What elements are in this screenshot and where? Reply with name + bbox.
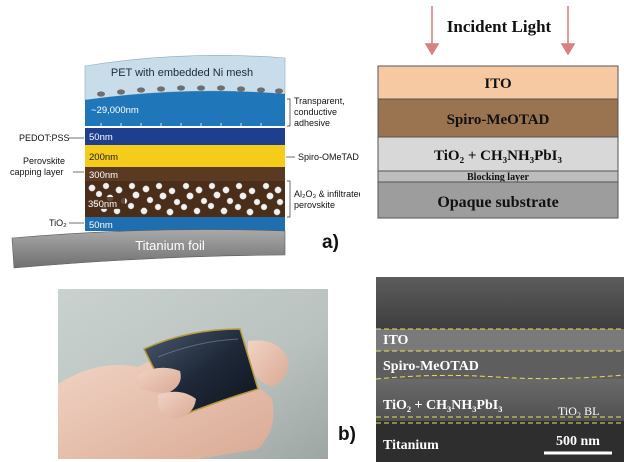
label-tio2: TiO₂	[49, 218, 67, 228]
stack-blocking-label: Blocking layer	[467, 172, 530, 183]
sem-cross-section: ITO Spiro-MeOTAD TiO₂ + CH₃NH₃PbI₃ TiO₂ …	[376, 277, 624, 462]
pet-label: PET with embedded Ni mesh	[111, 67, 253, 79]
stack-ito	[377, 65, 619, 100]
sem-perovskite-region	[376, 379, 624, 421]
sem-titanium-label: Titanium	[383, 438, 439, 453]
sem-perovskite-label: TiO₂ + CH₃NH₃PbI₃	[383, 398, 502, 413]
panel-a-label: a)	[322, 232, 339, 253]
stack-perovskite	[377, 136, 619, 172]
stack-ito-label: ITO	[484, 76, 511, 92]
stack-substrate-label: Opaque substrate	[437, 194, 558, 211]
al2o3-thickness: 350nm	[88, 199, 117, 210]
label-adhesive-3: adhesive	[294, 118, 330, 128]
sem-top-region	[376, 277, 624, 329]
pedot-thickness: 50nm	[89, 132, 113, 143]
ni-mesh-beads	[97, 85, 283, 97]
capping-layer	[85, 167, 285, 181]
sem-boundary-lines	[376, 328, 624, 424]
device-stack-diagram: Incident Light ITO Spiro-MeOTAD TiO₂ + C…	[377, 6, 619, 219]
adhesive-thickness: ~29,000nm	[91, 105, 139, 116]
thumb	[248, 340, 289, 387]
flexible-cell-photo	[58, 289, 328, 459]
label-capping-1: Perovskite	[23, 156, 65, 166]
stack-substrate	[377, 181, 619, 219]
adhesive-layer	[85, 91, 285, 126]
sem-tio2-bl-label: TiO₂ BL	[558, 404, 599, 418]
label-adhesive-2: conductive	[294, 107, 337, 117]
label-adhesive-1: Transparent,	[294, 96, 345, 106]
tio2-layer	[85, 217, 285, 231]
titanium-foil	[11, 229, 286, 269]
stack-perovskite-label: TiO₂ + CH₃NH₃PbI₃	[434, 148, 562, 164]
spiro-thickness: 200nm	[89, 152, 118, 163]
label-al2o3-2: perovskite	[294, 200, 335, 210]
panel-b-label: b)	[338, 424, 356, 445]
label-pedot: PEDOT:PSS	[19, 133, 70, 143]
sem-ito-region	[376, 329, 624, 351]
sem-spiro-region	[376, 351, 624, 379]
al2o3-particles	[88, 182, 284, 216]
incident-light-label: Incident Light	[447, 17, 552, 36]
flexible-cell-schematic: PET with embedded Ni mesh ~29,000nm 50nm…	[10, 55, 360, 269]
capping-thickness: 300nm	[89, 170, 118, 181]
label-al2o3-1: Al₂O₃ & infiltrated	[294, 189, 360, 199]
label-capping-2: capping layer	[10, 167, 64, 177]
finger	[138, 367, 181, 393]
tio2-thickness: 50nm	[89, 220, 113, 231]
finger-2	[158, 391, 196, 419]
pedot-layer	[85, 128, 285, 145]
sem-titanium-region	[376, 421, 624, 462]
label-spiro: Spiro-OMeTAD	[298, 152, 359, 162]
spiro-layer	[85, 145, 285, 167]
scale-label: 500 nm	[556, 434, 600, 449]
stack-spiro-label: Spiro-MeOTAD	[447, 112, 550, 128]
sem-spiro-label: Spiro-MeOTAD	[383, 359, 479, 374]
sem-ito-label: ITO	[383, 333, 409, 348]
foil-label: Titanium foil	[135, 238, 205, 253]
incident-light-arrows	[424, 6, 576, 56]
stack-spiro	[377, 98, 619, 138]
